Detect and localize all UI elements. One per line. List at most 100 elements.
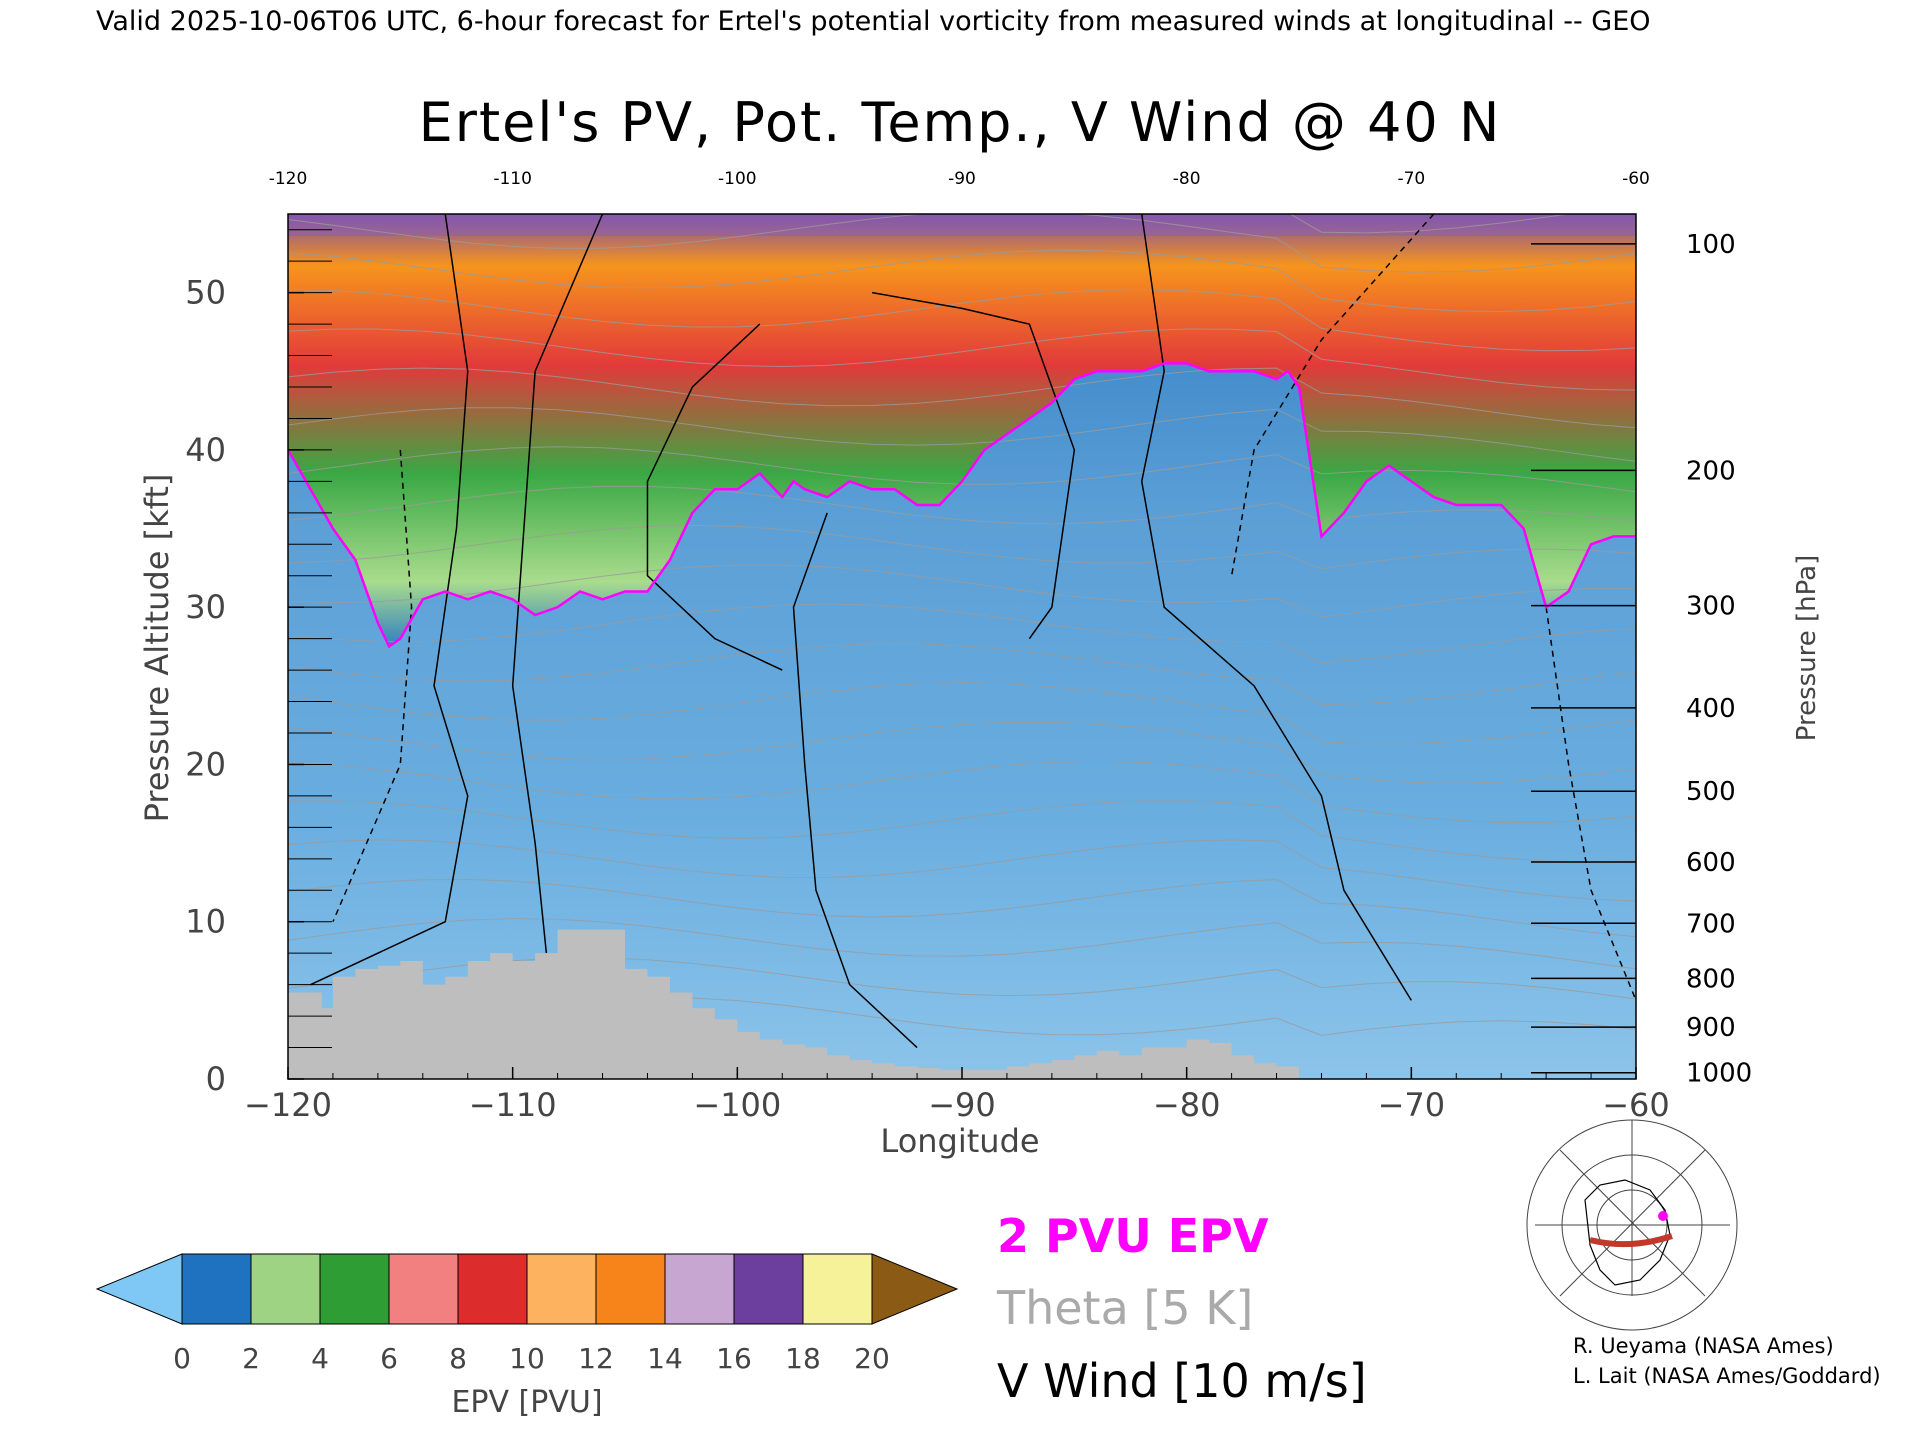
y-tick-label: 40 (185, 431, 226, 469)
colorbar-tick-label: 0 (173, 1342, 191, 1375)
x-tick-label: −90 (928, 1086, 996, 1124)
v-wind-contour (1140, 214, 1412, 1001)
x-tick-label: −100 (693, 1086, 781, 1124)
y-tick-label: 10 (185, 903, 226, 941)
theta-contour (288, 878, 1636, 938)
map-coastline (1584, 1179, 1671, 1286)
v-wind-contour (511, 214, 604, 954)
x-axis-label: Longitude (880, 1122, 1039, 1160)
colorbar-swatch (664, 1253, 735, 1325)
axes: −120 -120 −110 -110 −100 -100 −90 -90 −80 -80 −70 -… (185, 169, 1752, 1124)
colorbar-tick-label: 14 (647, 1342, 683, 1375)
y-axis-label-left: Pressure Altitude [kft] (138, 474, 176, 823)
theta-contour (288, 288, 1636, 352)
theta-contour (288, 839, 1636, 902)
theta-contour (288, 446, 1636, 493)
terrain (288, 929, 1636, 1079)
y-tick-label: 0 (206, 1060, 226, 1098)
colorbar-tick-label: 8 (449, 1342, 467, 1375)
colorbar-tick-label: 10 (509, 1342, 545, 1375)
theta-contour (288, 760, 1636, 823)
theta-contour (288, 721, 1636, 784)
colorbar-swatch (526, 1253, 597, 1325)
theta-contour (288, 603, 1636, 664)
pressure-tick-label: 700 (1686, 909, 1736, 939)
theta-contour (288, 564, 1636, 618)
colorbar-tick-label: 16 (716, 1342, 752, 1375)
x-tick-label: −70 (1378, 1086, 1446, 1124)
theta-contour (288, 367, 1636, 429)
colorbar-tick-label: 18 (785, 1342, 821, 1375)
v-wind-contour (792, 512, 918, 1049)
colorbar-swatch (733, 1253, 804, 1325)
theta-contour (288, 214, 1636, 273)
colorbar-swatch (319, 1253, 390, 1325)
plot-field (288, 214, 1636, 1079)
theta-contour (288, 485, 1636, 525)
colorbar-label: EPV [PVU] (451, 1385, 602, 1420)
colorbar-swatch (802, 1253, 873, 1325)
legend-theta: Theta [5 K] (996, 1281, 1253, 1335)
pressure-tick-label: 200 (1686, 456, 1736, 486)
theta-contour (288, 524, 1636, 570)
v-wind-contour (872, 291, 1076, 640)
valid-line: Valid 2025-10-06T06 UTC, 6-hour forecast… (96, 6, 1651, 37)
x-top-tick-label: -100 (718, 169, 757, 189)
v-wind-contours (310, 214, 1636, 1049)
pressure-tick-label: 500 (1686, 777, 1736, 807)
colorbar-over-arrow (871, 1253, 959, 1325)
x-tick-label: −80 (1153, 1086, 1221, 1124)
pressure-tick-label: 100 (1686, 230, 1736, 260)
map-marker (1658, 1211, 1668, 1221)
credit-1: R. Ueyama (NASA Ames) (1573, 1334, 1834, 1358)
y-tick-label: 30 (185, 588, 226, 626)
colorbar-tick-label: 12 (578, 1342, 614, 1375)
pressure-tick-label: 600 (1686, 848, 1736, 878)
map-cross-section-line (1589, 1233, 1673, 1248)
colorbar-tick-label: 20 (854, 1342, 890, 1375)
theta-contour (288, 800, 1636, 863)
x-tick-label: −110 (469, 1086, 557, 1124)
legend-vwind: V Wind [10 m/s] (997, 1354, 1367, 1408)
y-axis-label-right: Pressure [hPa] (1792, 555, 1822, 742)
y-tick-label: 50 (185, 274, 226, 312)
colorbar-tick-label: 4 (311, 1342, 329, 1375)
v-wind-contour (1545, 607, 1636, 1001)
x-top-tick-label: -90 (948, 169, 976, 189)
v-wind-contour (1230, 214, 1435, 576)
stratosphere-field (288, 214, 1636, 647)
x-top-tick-label: -80 (1173, 169, 1201, 189)
x-top-tick-label: -120 (269, 169, 308, 189)
theta-contour (1289, 214, 1573, 234)
x-top-tick-label: -110 (493, 169, 532, 189)
pressure-tick-label: 300 (1686, 592, 1736, 622)
credit-2: L. Lait (NASA Ames/Goddard) (1573, 1364, 1881, 1388)
colorbar-swatch (181, 1253, 252, 1325)
x-tick-label: −60 (1602, 1086, 1670, 1124)
colorbar-swatch (388, 1253, 459, 1325)
colorbar-under-arrow (95, 1253, 183, 1325)
pressure-tick-label: 800 (1686, 964, 1736, 994)
theta-contour (288, 328, 1636, 391)
colorbar-swatch (595, 1253, 666, 1325)
theta-contour (288, 682, 1636, 745)
colorbar: 0 2 4 6 8 10 12 14 16 18 20 (95, 1253, 959, 1375)
pressure-tick-label: 400 (1686, 694, 1736, 724)
theta-contour (288, 407, 1636, 462)
colorbar-tick-label: 6 (380, 1342, 398, 1375)
two-pvu-contour (288, 362, 1636, 649)
v-wind-contour (332, 449, 413, 923)
colorbar-swatch (250, 1253, 321, 1325)
theta-contour (288, 249, 1636, 312)
theta-contour (288, 957, 1636, 1000)
theta-contour (288, 918, 1636, 970)
colorbar-tick-label: 2 (242, 1342, 260, 1375)
chart-title: Ertel's PV, Pot. Temp., V Wind @ 40 N (419, 91, 1502, 154)
x-top-tick-label: -70 (1397, 169, 1425, 189)
x-tick-label: −120 (244, 1086, 332, 1124)
v-wind-contour (310, 214, 469, 986)
upper-pv-band (288, 214, 1636, 236)
legend-epv: 2 PVU EPV (997, 1209, 1269, 1263)
pressure-tick-label: 900 (1686, 1013, 1736, 1043)
